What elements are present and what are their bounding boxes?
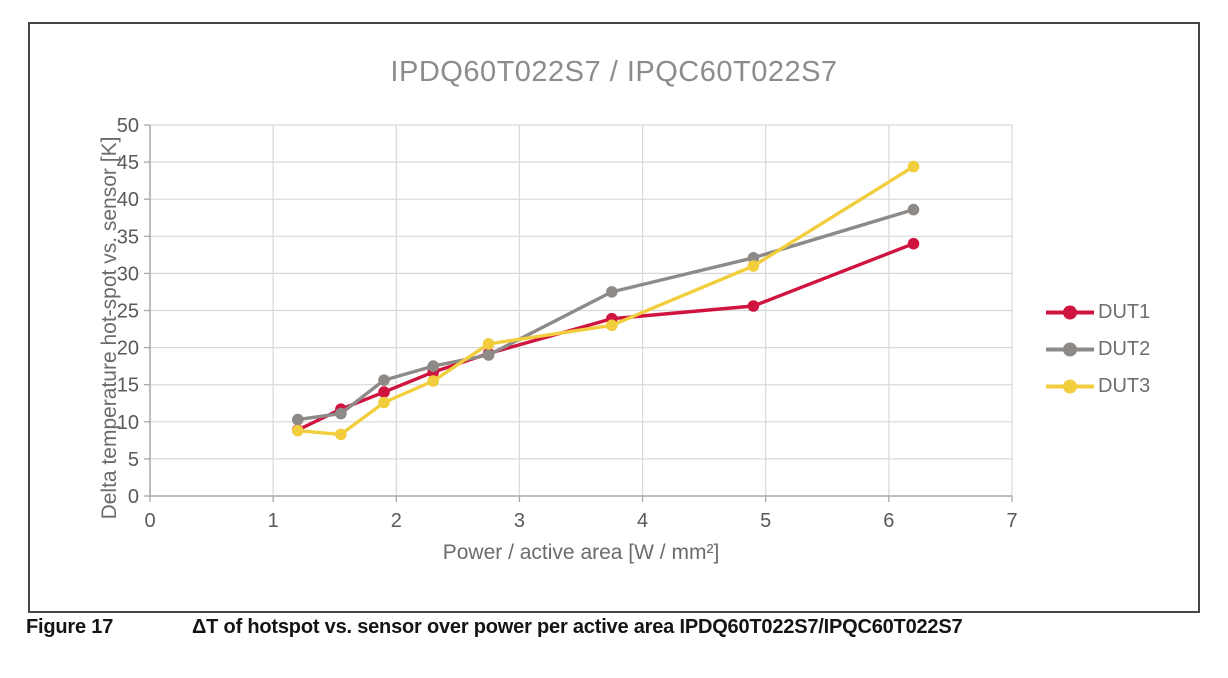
data-point-dut1 [378, 386, 390, 398]
data-point-dut3 [907, 160, 920, 173]
legend-label-dut1: DUT1 [1098, 301, 1151, 323]
data-point-dut3 [427, 375, 440, 387]
x-tick-label: 6 [883, 510, 894, 532]
y-tick-label: 35 [117, 226, 139, 248]
x-tick-label: 1 [268, 510, 279, 532]
x-tick-label: 5 [760, 510, 771, 532]
data-point-dut2 [606, 286, 618, 298]
data-point-dut2 [378, 374, 390, 387]
y-axis-title: Delta temperature hot-spot vs. sensor [K… [98, 136, 121, 520]
figure-caption: Figure 17 ΔT of hotspot vs. sensor over p… [26, 616, 1206, 639]
chart-title: IPDQ60T022S7 / IPQC60T022S7 [390, 56, 838, 88]
y-tick-label: 0 [128, 486, 139, 508]
y-tick-label: 50 [117, 115, 139, 137]
x-tick-label: 7 [1006, 510, 1017, 532]
data-point-dut1 [747, 300, 760, 312]
x-tick-label: 4 [637, 510, 648, 532]
legend-swatch-dut1-icon [1046, 305, 1094, 320]
legend-item-dut1: DUT1 [1046, 294, 1150, 331]
y-tick-label: 5 [128, 449, 139, 471]
data-point-dut3 [335, 428, 347, 441]
legend-swatch-dut3-icon [1046, 379, 1094, 394]
data-point-dut2 [335, 407, 347, 420]
y-tick-label: 25 [117, 301, 139, 323]
y-tick-label: 15 [117, 375, 139, 397]
data-point-dut3 [747, 260, 760, 272]
y-tick-label: 20 [117, 338, 139, 360]
y-tick-label: 30 [117, 263, 139, 285]
legend-item-dut2: DUT2 [1046, 331, 1150, 368]
figure-caption-label: Figure 17 [26, 616, 114, 638]
y-tick-label: 45 [117, 152, 139, 174]
data-point-dut2 [427, 360, 440, 372]
x-axis-title: Power / active area [W / mm²] [442, 541, 720, 564]
y-tick-label: 40 [117, 189, 139, 211]
legend-swatch-dut2-icon [1046, 342, 1094, 357]
data-point-dut3 [378, 396, 390, 409]
series-line-dut3 [296, 164, 916, 437]
data-point-dut3 [482, 338, 495, 350]
x-tick-label: 2 [391, 510, 402, 532]
y-tick-label: 10 [117, 412, 139, 434]
legend-item-dut3: DUT3 [1046, 368, 1150, 405]
legend-label-dut3: DUT3 [1098, 375, 1151, 397]
series-line-dut1 [296, 242, 916, 432]
data-point-dut2 [747, 251, 760, 264]
x-tick-label: 0 [144, 510, 155, 532]
data-point-dut3 [292, 424, 304, 437]
data-point-dut3 [606, 319, 618, 332]
data-point-dut2 [482, 349, 495, 361]
data-point-dut1 [907, 237, 920, 250]
legend: DUT1 DUT2 DUT3 [1046, 294, 1150, 405]
data-point-dut2 [907, 203, 920, 216]
legend-label-dut2: DUT2 [1098, 338, 1151, 360]
data-point-dut2 [292, 413, 304, 426]
figure-caption-text: ΔT of hotspot vs. sensor over power per … [192, 616, 963, 638]
x-tick-label: 3 [514, 510, 525, 532]
